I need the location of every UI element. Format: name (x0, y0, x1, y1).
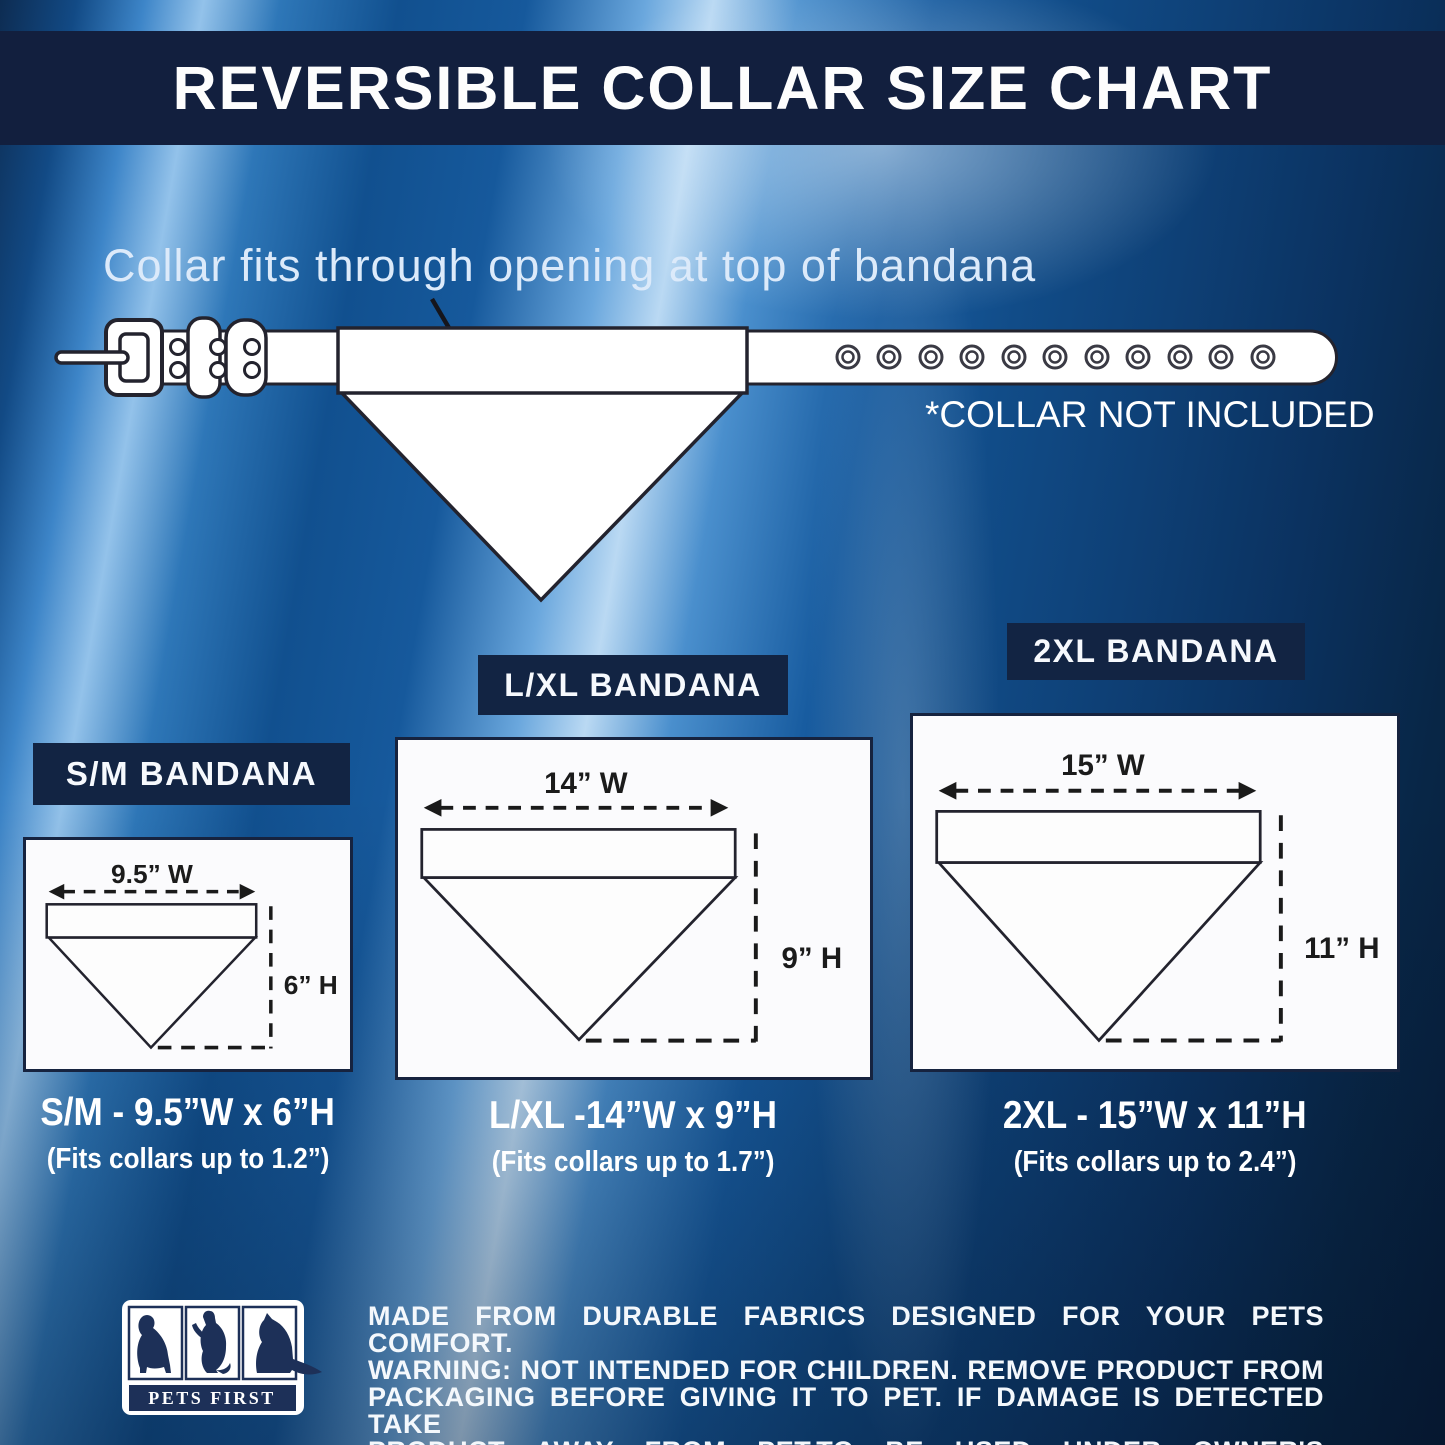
width-dimension-label: 9.5” W (111, 859, 193, 889)
size-fits-2xl: (Fits collars up to 2.4”) (1013, 1146, 1297, 1178)
collar-illustration (54, 297, 1338, 603)
size-label-2xl-text: 2XL BANDANA (1033, 633, 1279, 669)
collar-buckle (54, 318, 164, 397)
warning-line: PACKAGING BEFORE GIVING IT TO PET. IF DA… (368, 1382, 1324, 1439)
height-dimension-label: 9” H (782, 942, 843, 975)
buckle-pin (54, 350, 130, 365)
size-caption-lxl: L/XL -14”W x 9”H (488, 1094, 778, 1137)
bandana-sleeve (336, 326, 749, 395)
diagram-triangle (45, 936, 259, 1050)
width-dimension-label: 14” W (544, 767, 628, 800)
size-label-lxl: L/XL BANDANA (478, 655, 788, 715)
logo-text: PETS FIRST (148, 1388, 276, 1408)
collar-strap-fold-end (224, 318, 268, 397)
diagram-sleeve (420, 828, 737, 879)
dog-silhouette-begging (192, 1310, 231, 1374)
logo-text-bar (129, 1385, 296, 1411)
bandana-triangle (335, 389, 749, 603)
pets-first-logo: PETS FIRST (122, 1300, 322, 1415)
collar-not-included-note: *COLLAR NOT INCLUDED (925, 394, 1375, 435)
page-title: REVERSIBLE COLLAR SIZE CHART (172, 54, 1273, 122)
bandana-diagram-lxl: 14” W 9” H (420, 767, 843, 1043)
size-fits-lxl: (Fits collars up to 1.7”) (491, 1146, 775, 1178)
collar-adjustment-holes (835, 344, 1276, 370)
diagram-triangle (420, 876, 739, 1042)
diagram-sleeve (45, 903, 258, 939)
diagram-triangle (935, 861, 1264, 1043)
size-label-lxl-text: L/XL BANDANA (504, 666, 762, 703)
size-label-2xl: 2XL BANDANA (1007, 623, 1305, 680)
warning-line: WARNING: NOT INTENDED FOR CHILDREN. REMO… (368, 1355, 1324, 1385)
dog-silhouette-shepherd (256, 1313, 322, 1375)
collar-keeper-loop (186, 316, 222, 399)
size-label-sm-text: S/M BANDANA (65, 755, 318, 792)
collar-fit-caption: Collar fits through opening at top of ba… (103, 240, 1037, 291)
warning-line: PRODUCT AWAY FROM PET.TO BE USED UNDER O… (368, 1438, 1324, 1445)
warning-text-block: MADE FROM DURABLE FABRICS DESIGNED FOR Y… (368, 1303, 1324, 1445)
width-dimension-label: 15” W (1061, 749, 1145, 782)
bandana-diagram-2xl: 15” W 11” H (935, 749, 1380, 1043)
bandana-diagram-sm: 9.5” W 6” H (45, 859, 338, 1050)
size-caption-2xl: 2XL - 15”W x 11”H (1003, 1094, 1307, 1137)
size-box-lxl: 14” W 9” H (395, 737, 873, 1080)
size-label-sm: S/M BANDANA (33, 743, 350, 805)
size-fits-sm: (Fits collars up to 1.2”) (46, 1143, 330, 1175)
header-band: REVERSIBLE COLLAR SIZE CHART (0, 31, 1445, 145)
height-dimension-label: 6” H (284, 970, 338, 1000)
warning-line: MADE FROM DURABLE FABRICS DESIGNED FOR Y… (368, 1301, 1324, 1358)
size-box-2xl: 15” W 11” H (910, 713, 1400, 1072)
buckle-holes (169, 338, 261, 379)
diagram-sleeve (935, 810, 1262, 864)
dog-silhouette-retriever (137, 1315, 171, 1373)
height-dimension-label: 11” H (1304, 932, 1379, 965)
logo-dog-panels (127, 1305, 322, 1381)
size-box-sm: 9.5” W 6” H (23, 837, 353, 1072)
size-caption-sm: S/M - 9.5”W x 6”H (40, 1091, 336, 1134)
